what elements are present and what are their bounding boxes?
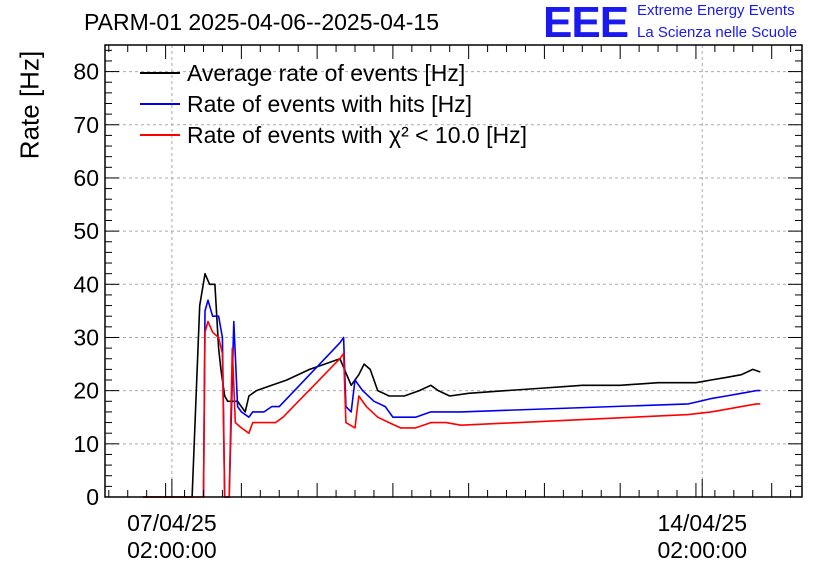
y-tick-label: 80 [73,59,99,85]
chart-title: PARM-01 2025-04-06--2025-04-15 [84,9,439,35]
x-tick-label-time: 02:00:00 [657,537,747,563]
grid-lines [105,45,802,497]
y-tick-label: 60 [73,165,99,191]
y-tick-label: 20 [73,378,99,404]
series-line-3 [142,320,761,498]
y-tick-label: 10 [73,431,99,457]
legend: Average rate of events [Hz] Rate of event… [140,60,527,148]
axes: 0102030405060708007/04/2502:00:0014/04/2… [73,45,802,563]
y-tick-label: 0 [86,484,99,510]
series-line-2 [202,299,761,498]
x-tick-label-time: 02:00:00 [127,537,217,563]
eee-logo: EEE [543,0,629,47]
plot-frame [104,44,803,498]
org-name-line2: La Scienza nelle Scuole [637,24,798,41]
y-axis-label: Rate [Hz] [14,50,45,160]
legend-entry: Rate of events with hits [Hz] [187,91,472,117]
series-line-1 [142,272,761,498]
legend-entry: Average rate of events [Hz] [187,60,465,86]
y-tick-label: 70 [73,112,99,138]
series-lines [142,272,761,498]
legend-entry: Rate of events with χ² < 10.0 [Hz] [187,122,527,148]
x-tick-label-date: 14/04/25 [657,510,747,536]
y-tick-label: 50 [73,218,99,244]
y-tick-label: 30 [73,324,99,350]
org-name-line1: Extreme Energy Events [637,2,795,19]
x-tick-label-date: 07/04/25 [127,510,217,536]
y-tick-label: 40 [73,271,99,297]
